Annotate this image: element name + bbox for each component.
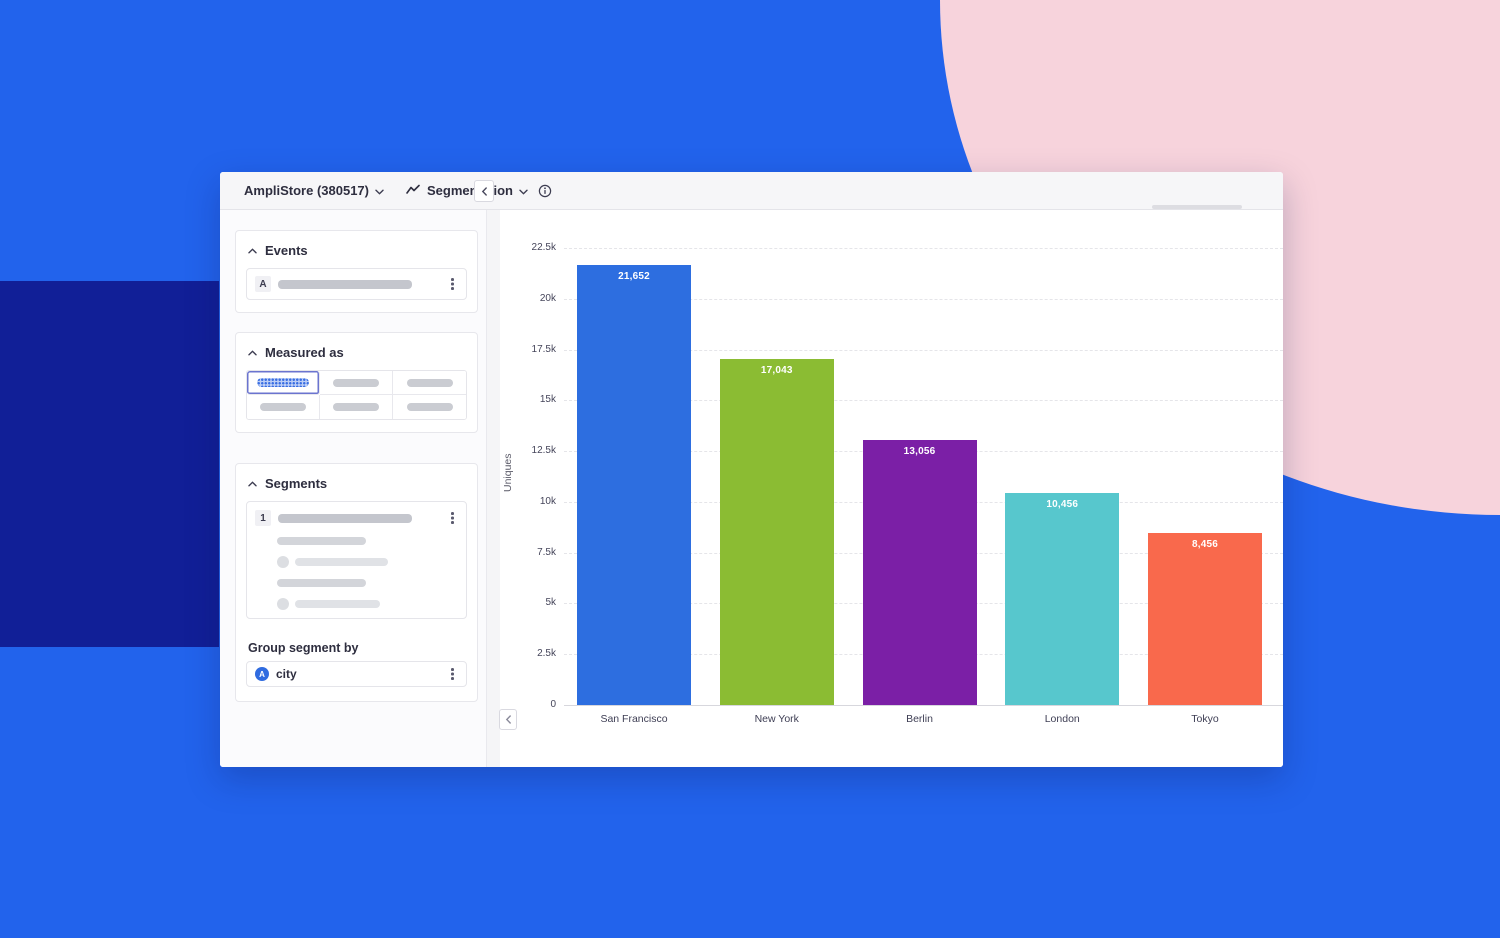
- event-name-placeholder: [278, 279, 412, 289]
- bar-value-label: 10,456: [1046, 498, 1079, 510]
- group-segment-by-label: Group segment by: [248, 641, 359, 655]
- group-by-value: city: [276, 667, 297, 681]
- measured-as-grid: [246, 370, 467, 420]
- measure-option[interactable]: [320, 395, 393, 419]
- kebab-menu-icon[interactable]: [446, 667, 458, 681]
- bar-chart: Uniques 0 2.5k 5k 7.5k 10k 12.5k 15k 17.5k 20k 22…: [500, 210, 1283, 767]
- measure-option[interactable]: [393, 371, 466, 395]
- bar-london[interactable]: 10,456: [1005, 492, 1120, 705]
- bar-berlin[interactable]: 13,056: [862, 439, 977, 705]
- measure-option-placeholder: [260, 403, 306, 411]
- measure-option-placeholder: [406, 403, 453, 411]
- line-chart-icon: [406, 183, 421, 198]
- kebab-menu-icon[interactable]: [446, 277, 458, 291]
- chevron-up-icon: [248, 480, 257, 486]
- sidebar: Events A Measured as: [220, 210, 487, 767]
- measured-as-section-header[interactable]: Measured as: [236, 333, 477, 370]
- sidebar-collapse-button[interactable]: [474, 180, 494, 202]
- bar-value-label: 13,056: [903, 445, 936, 457]
- y-axis-tick-label: 7.5k: [537, 546, 556, 558]
- view-label: Segmentation: [427, 183, 513, 198]
- segment-condition-icon: [277, 598, 289, 610]
- chart-type-switcher[interactable]: Segmentation: [406, 183, 528, 198]
- segment-title-placeholder: [278, 513, 412, 523]
- y-axis-tick-label: 0: [550, 699, 556, 710]
- events-section-title: Events: [265, 243, 308, 258]
- info-icon[interactable]: [538, 184, 552, 198]
- x-axis-line: [564, 705, 1283, 706]
- gridline: [564, 349, 1283, 351]
- event-row[interactable]: A: [246, 268, 467, 300]
- y-axis-tick-label: 2.5k: [537, 648, 556, 660]
- y-axis-tick-label: 15k: [539, 394, 556, 406]
- gridline: [564, 298, 1283, 300]
- y-axis-tick-label: 5k: [545, 597, 556, 609]
- segment-filter-placeholder: [277, 579, 366, 587]
- y-axis-tick-label: 10k: [539, 495, 556, 507]
- bar-tokyo[interactable]: 8,456: [1148, 533, 1262, 705]
- group-by-selector[interactable]: A city: [246, 661, 467, 687]
- y-axis-tick-label: 22.5k: [531, 242, 556, 253]
- segment-card[interactable]: 1: [246, 501, 467, 619]
- segment-condition-placeholder: [295, 600, 380, 608]
- background-navy-rectangle: [0, 281, 219, 647]
- measure-option-placeholder: [406, 378, 453, 387]
- bar-value-label: 21,652: [618, 271, 650, 283]
- kebab-menu-icon[interactable]: [446, 511, 458, 525]
- chevron-down-icon: [519, 183, 528, 198]
- measured-as-section: Measured as: [235, 332, 478, 433]
- measure-option[interactable]: [247, 395, 320, 419]
- segment-condition-placeholder: [295, 558, 388, 566]
- chart-panel: Uniques 0 2.5k 5k 7.5k 10k 12.5k 15k 17.5k 20k 22…: [500, 210, 1283, 767]
- measure-option-placeholder: [333, 378, 379, 387]
- gridline: [564, 400, 1283, 402]
- x-axis-category-label: Berlin: [906, 713, 933, 725]
- events-section: Events A: [235, 230, 478, 313]
- project-switcher-label: AmpliStore (380517): [244, 183, 369, 198]
- y-axis-tick-label: 20k: [539, 292, 556, 304]
- segment-badge: 1: [255, 510, 271, 526]
- measured-as-section-title: Measured as: [265, 345, 344, 360]
- segments-section-title: Segments: [265, 476, 328, 491]
- chevron-up-icon: [248, 349, 257, 355]
- chevron-down-icon: [375, 183, 384, 198]
- property-icon: A: [255, 667, 269, 681]
- app-window: AmpliStore (380517) Segmentation: [220, 172, 1283, 767]
- measure-option-selected[interactable]: [247, 371, 320, 395]
- x-axis-category-label: Tokyo: [1191, 713, 1219, 725]
- x-axis-category-label: New York: [754, 713, 799, 725]
- panel-collapse-button[interactable]: [499, 709, 517, 730]
- y-axis-title: Uniques: [502, 453, 514, 492]
- segments-section-header[interactable]: Segments: [236, 464, 477, 501]
- x-axis-category-label: London: [1044, 713, 1080, 725]
- bar-value-label: 8,456: [1191, 539, 1219, 551]
- bar-new-york[interactable]: 17,043: [719, 358, 834, 705]
- x-axis-category-label: San Francisco: [600, 713, 668, 725]
- topbar: AmpliStore (380517) Segmentation: [220, 172, 1283, 210]
- segments-section: Segments 1: [235, 463, 478, 702]
- gridline: [564, 248, 1283, 249]
- segment-filter-placeholder: [277, 537, 366, 545]
- horizontal-scrollbar-thumb[interactable]: [1152, 205, 1242, 209]
- chevron-up-icon: [248, 247, 257, 253]
- y-axis-tick-label: 17.5k: [531, 343, 556, 355]
- bar-san-francisco[interactable]: 21,652: [577, 265, 691, 705]
- measure-option[interactable]: [393, 395, 466, 419]
- measure-option[interactable]: [320, 371, 393, 395]
- measure-option-placeholder: [257, 378, 309, 387]
- bar-value-label: 17,043: [760, 364, 793, 376]
- y-axis-tick-label: 12.5k: [531, 445, 556, 457]
- event-badge: A: [255, 276, 271, 292]
- project-switcher[interactable]: AmpliStore (380517): [244, 183, 384, 198]
- measure-option-placeholder: [333, 403, 379, 411]
- events-section-header[interactable]: Events: [236, 231, 477, 268]
- segment-condition-icon: [277, 556, 289, 568]
